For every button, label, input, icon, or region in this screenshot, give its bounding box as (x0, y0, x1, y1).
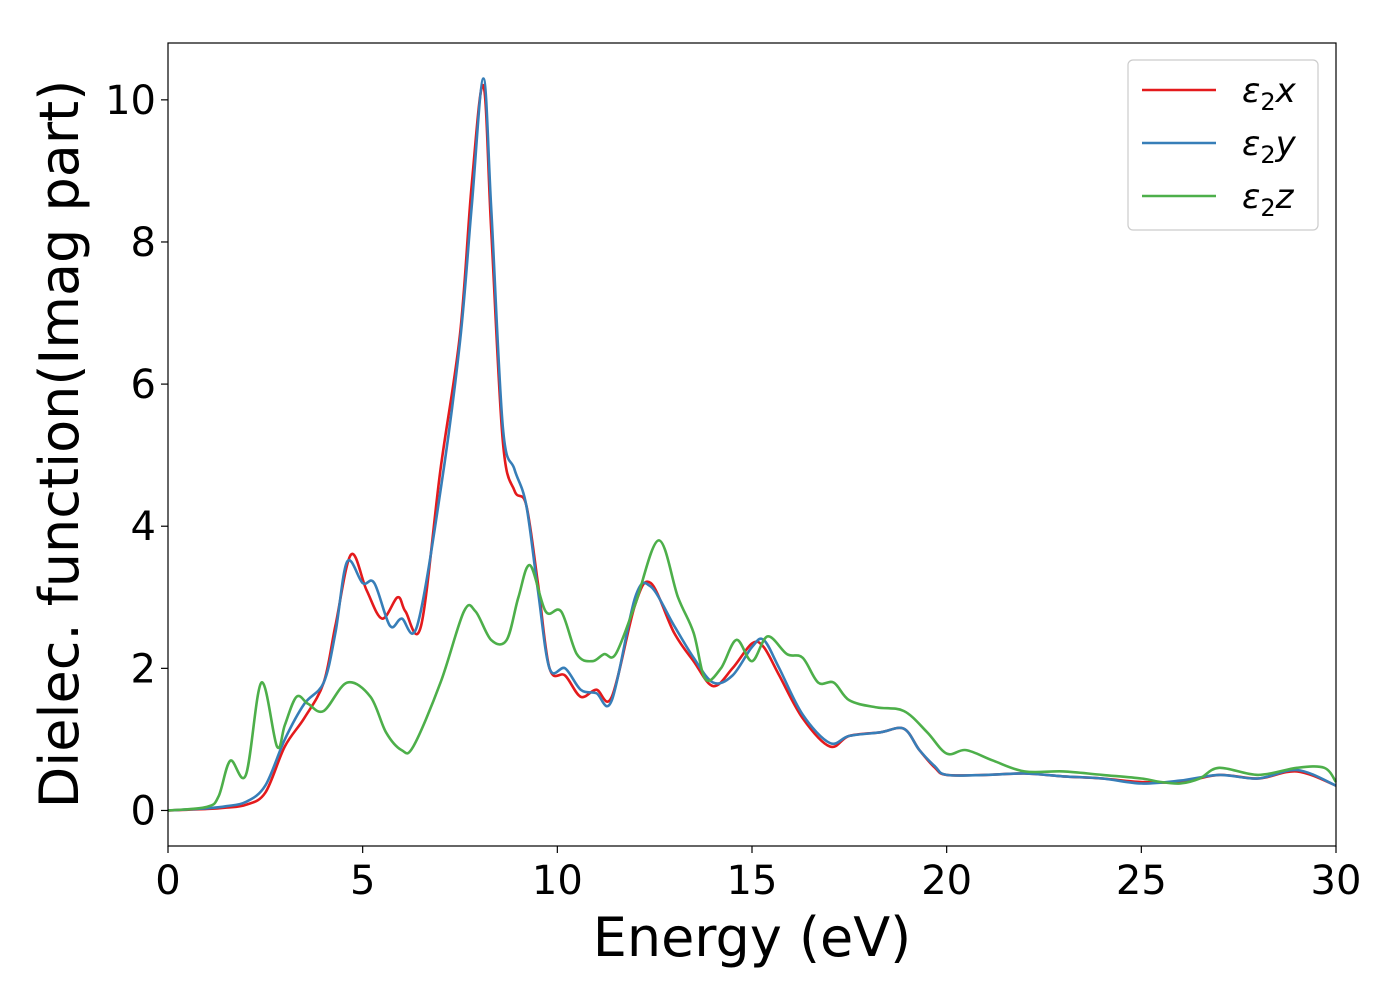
series-line-3 (167, 539, 1338, 812)
legend-label-2: ε2y (1242, 124, 1297, 169)
x-axis-title: Energy (eV) (593, 906, 912, 969)
x-tick-label: 25 (1116, 858, 1167, 904)
y-tick-label: 8 (131, 220, 156, 266)
x-tick-label: 20 (921, 858, 972, 904)
y-tick-label: 10 (105, 78, 156, 124)
x-tick-label: 10 (532, 858, 583, 904)
x-tick-label: 0 (155, 858, 180, 904)
legend-box (1127, 59, 1319, 231)
y-tick-label: 4 (131, 504, 156, 550)
series-layer (167, 77, 1338, 812)
x-tick-label: 15 (727, 858, 778, 904)
y-tick-label: 6 (131, 362, 156, 408)
y-tick-label: 2 (131, 646, 156, 692)
series-line-2 (167, 77, 1337, 812)
y-tick-label: 0 (131, 788, 156, 834)
x-tick-label: 5 (350, 858, 375, 904)
y-axis-title: Dielec. function(Imag part) (28, 80, 91, 809)
legend: ε2x ε2y ε2z (1127, 59, 1319, 231)
legend-label-1: ε2x (1242, 71, 1297, 116)
x-tick-label: 30 (1311, 858, 1362, 904)
x-axis-ticks: 0 5 10 15 20 25 30 (155, 846, 1361, 904)
legend-label-3: ε2z (1242, 177, 1295, 222)
y-axis-ticks: 0 2 4 6 8 10 (105, 78, 168, 834)
